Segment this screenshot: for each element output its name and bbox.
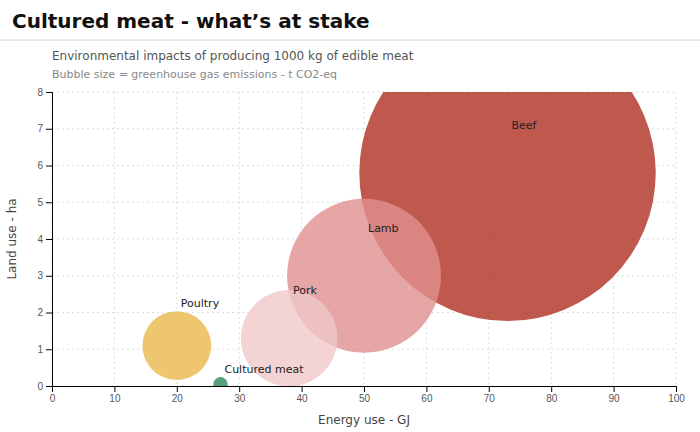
y-tick-label: 7: [37, 123, 43, 134]
x-tick-label: 50: [359, 393, 371, 404]
x-tick: 70: [484, 386, 496, 404]
y-tick-label: 5: [37, 197, 43, 208]
y-tick-label: 2: [37, 307, 43, 318]
y-tick: 2: [37, 307, 52, 318]
y-tick-label: 8: [37, 87, 43, 98]
bubble: [213, 377, 227, 386]
point-label: Pork: [293, 284, 317, 297]
y-axis-line: [46, 93, 53, 387]
y-tick: 6: [37, 160, 52, 171]
x-tick: 100: [668, 386, 685, 404]
grid-line-x: [114, 92, 115, 386]
y-tick-mark: [46, 313, 52, 314]
y-tick: 1: [37, 344, 52, 355]
y-tick-mark: [46, 129, 52, 130]
y-tick: 8: [37, 87, 52, 98]
y-tick: 7: [37, 123, 52, 134]
x-tick-mark: [676, 386, 677, 392]
y-tick: 5: [37, 197, 52, 208]
x-tick: 90: [609, 386, 621, 404]
x-tick-mark: [177, 386, 178, 392]
x-tick-label: 30: [234, 393, 246, 404]
y-tick-label: 0: [37, 381, 43, 392]
y-tick-mark: [46, 166, 52, 167]
y-tick-label: 1: [37, 344, 43, 355]
y-tick-label: 4: [37, 234, 43, 245]
point-label: Beef: [512, 119, 538, 132]
bubble: [142, 311, 211, 380]
point-labels: Beef Lamb Pork Poultry Cultured meat: [181, 119, 538, 376]
x-tick-mark: [551, 386, 552, 392]
y-tick-mark: [46, 239, 52, 240]
x-axis-title: Energy use - GJ: [318, 413, 410, 427]
y-tick: 4: [37, 234, 52, 245]
x-tick-mark: [302, 386, 303, 392]
point-label: Lamb: [368, 222, 399, 235]
x-tick-label: 10: [109, 393, 121, 404]
annotation: Bubble size = greenhouse gas emissions -…: [52, 68, 337, 81]
x-tick: 20: [172, 386, 184, 404]
y-tick: 0: [37, 381, 52, 392]
title: Cultured meat - what’s at stake: [12, 9, 370, 33]
x-axis: 0 10 20 30 40 50 60 70 80 90 100: [50, 386, 686, 404]
x-tick-mark: [614, 386, 615, 392]
point-label: Cultured meat: [224, 363, 304, 376]
x-tick-mark: [426, 386, 427, 392]
chart: Cultured meat - what’s at stake Environme…: [0, 0, 700, 432]
x-tick-label: 90: [609, 393, 621, 404]
x-tick: 10: [109, 386, 121, 404]
x-tick-label: 20: [172, 393, 184, 404]
x-tick-mark: [489, 386, 490, 392]
y-tick-mark: [46, 349, 52, 350]
x-tick: 0: [50, 386, 56, 404]
subtitle: Environmental impacts of producing 1000 …: [52, 49, 414, 63]
x-tick: 80: [546, 386, 558, 404]
y-axis-title: Land use - ha: [5, 198, 19, 279]
x-tick-label: 60: [421, 393, 433, 404]
x-tick-mark: [364, 386, 365, 392]
separator: [0, 40, 700, 41]
x-tick-label: 80: [546, 393, 558, 404]
y-tick-mark: [46, 92, 52, 93]
y-tick-label: 6: [37, 160, 43, 171]
y-axis: 0 1 2 3 4 5 6 7 8: [37, 87, 52, 392]
x-tick: 40: [297, 386, 309, 404]
point-label: Poultry: [181, 297, 220, 310]
bubbles: [142, 92, 655, 386]
y-tick-mark: [46, 276, 52, 277]
x-tick-label: 100: [668, 393, 685, 404]
y-tick-mark: [46, 386, 52, 387]
x-tick-label: 0: [50, 393, 56, 404]
y-tick: 3: [37, 270, 52, 281]
x-tick: 60: [421, 386, 433, 404]
x-tick-mark: [239, 386, 240, 392]
x-tick-label: 40: [297, 393, 309, 404]
y-tick-label: 3: [37, 270, 43, 281]
x-tick-mark: [114, 386, 115, 392]
x-axis-line: [53, 387, 677, 393]
x-tick: 30: [234, 386, 246, 404]
y-tick-mark: [46, 202, 52, 203]
plot: 0 10 20 30 40 50 60 70 80 90 100 0 1 2 3 4 5 6 7 8 Energy us…: [5, 25, 685, 427]
x-tick: 50: [359, 386, 371, 404]
x-tick-label: 70: [484, 393, 496, 404]
